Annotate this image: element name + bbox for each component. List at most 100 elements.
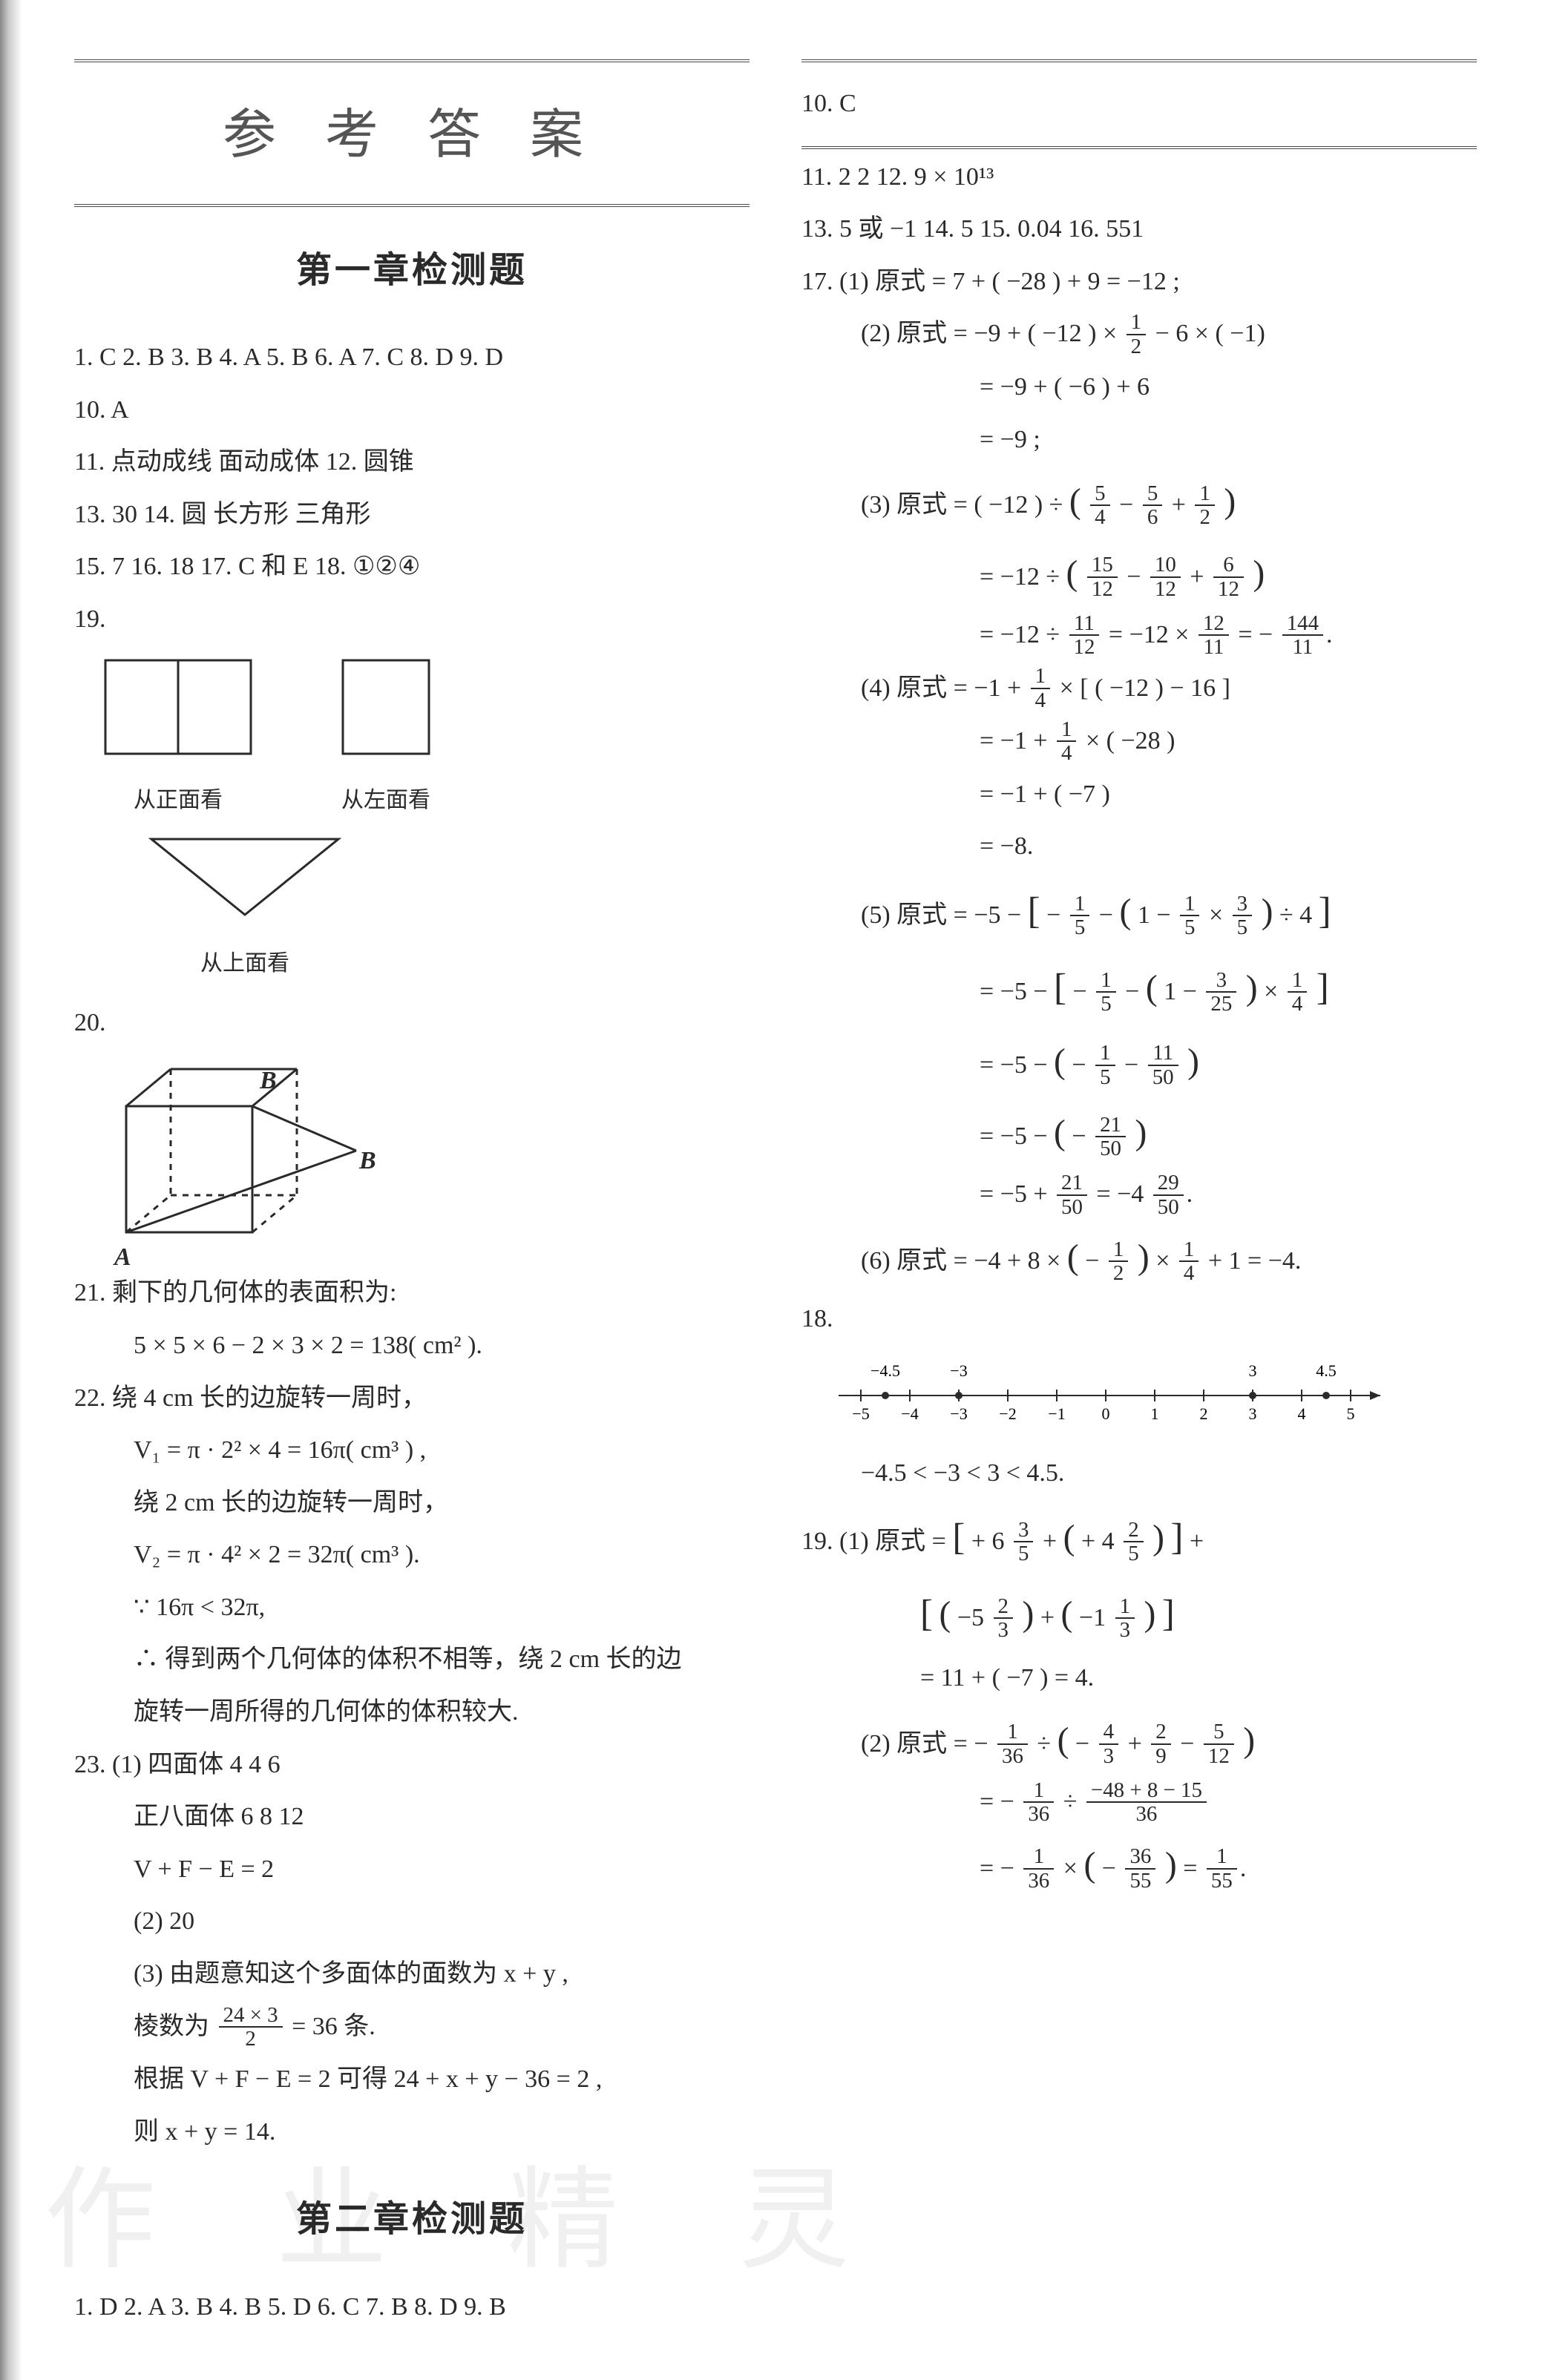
c2-q19a2: [ ( −5 23 ) + ( −1 13 ) ] — [801, 1578, 1477, 1650]
c2-q17d: (4) 原式 = −1 + 14 × [ ( −12 ) − 16 ] — [801, 665, 1477, 714]
q19-views-row1: 从正面看 从左面看 — [104, 659, 750, 822]
c2-q19a: 19. (1) 原式 = [ + 6 35 + ( + 4 25 ) ] + — [801, 1502, 1477, 1574]
c1-q10: 10. A — [74, 387, 750, 435]
c2-q17e4: = −5 − ( − 2150 ) — [801, 1099, 1477, 1166]
frac-1-4c: 14 — [1288, 969, 1307, 1016]
chapter1-title: 第一章检测题 — [74, 237, 750, 304]
frac-4-3: 43 — [1099, 1720, 1118, 1767]
frac-3-5: 35 — [1233, 892, 1252, 939]
c2-q17b: (2) 原式 = −9 + ( −12 ) × 12 − 6 × ( −1) — [801, 310, 1477, 359]
top-view-caption: 从上面看 — [148, 942, 341, 984]
q17e5-pre: = −5 + — [980, 1180, 1054, 1208]
right-column: 10. C 11. 2 2 12. 9 × 10¹³ 13. 5 或 −1 14… — [801, 59, 1477, 2335]
page: 参 考 答 案 第一章检测题 1. C 2. B 3. B 4. A 5. B … — [0, 0, 1551, 2380]
frac-144-11: 14411 — [1282, 612, 1323, 659]
c2-q17a: 17. (1) 原式 = 7 + ( −28 ) + 9 = −12 ; — [801, 258, 1477, 306]
content-columns: 参 考 答 案 第一章检测题 1. C 2. B 3. B 4. A 5. B … — [74, 59, 1477, 2335]
label-A: A — [114, 1234, 131, 1282]
q17e2-pre: = −5 − — [980, 978, 1054, 1005]
c1-q23f-pre: 棱数为 — [134, 2013, 209, 2040]
c1-q23a: 23. (1) 四面体 4 4 6 — [74, 1741, 750, 1789]
c2-q19b2: = − 136 ÷ −48 + 8 − 1536 — [801, 1778, 1477, 1827]
c2-q17d2: = −1 + 14 × ( −28 ) — [801, 717, 1477, 766]
c2-q17e: (5) 原式 = −5 − [ − 15 − ( 1 − 15 × 35 ) ÷… — [801, 875, 1477, 947]
frac-1-4b: 14 — [1057, 718, 1076, 765]
c2-q10: 10. C — [801, 80, 1477, 128]
q17c3-suf: = − — [1238, 621, 1279, 648]
c1-q22a: 22. 绕 4 cm 长的边旋转一周时， — [74, 1375, 750, 1423]
frac-12-11: 1211 — [1198, 612, 1229, 659]
frac-1-36: 136 — [997, 1720, 1028, 1767]
label-B-top: B — [260, 1057, 277, 1105]
frac-1-3: 13 — [1115, 1595, 1135, 1642]
frac-1-5d: 15 — [1095, 1042, 1115, 1088]
q20-cube: A B B — [104, 1062, 371, 1255]
frac-11-50: 1150 — [1148, 1042, 1178, 1088]
frac-11-12: 1112 — [1069, 612, 1100, 659]
svg-text:−3: −3 — [950, 1361, 967, 1380]
c1-mc: 1. C 2. B 3. B 4. A 5. B 6. A 7. C 8. D … — [74, 334, 750, 382]
c2-q17d3: = −1 + ( −7 ) — [801, 771, 1477, 819]
c1-q13: 13. 30 14. 圆 长方形 三角形 — [74, 491, 750, 539]
frac-21-50: 2150 — [1095, 1114, 1126, 1160]
c1-q21a: 21. 剩下的几何体的表面积为: — [74, 1269, 750, 1318]
frac-2-5: 25 — [1124, 1519, 1143, 1565]
q17c2-pre: = −12 ÷ — [980, 563, 1066, 591]
c2-q19b3: = − 136 × ( − 3655 ) = 155. — [801, 1832, 1477, 1899]
q19b3-pre: = − — [980, 1855, 1020, 1882]
q19b2-pre: = − — [980, 1788, 1020, 1815]
q17d2-pre: = −1 + — [980, 727, 1054, 755]
q17c-pre: (3) 原式 = ( −12 ) ÷ — [861, 491, 1069, 519]
c1-q23f-suf: = 36 条. — [292, 2013, 376, 2040]
frac-5-12: 512 — [1204, 1720, 1234, 1767]
c1-q15: 15. 7 16. 18 17. C 和 E 18. ①②④ — [74, 543, 750, 591]
svg-text:5: 5 — [1347, 1404, 1355, 1423]
frac-21-50b: 2150 — [1057, 1171, 1087, 1218]
q17b-suf: − 6 × ( −1) — [1155, 320, 1265, 347]
svg-text:3: 3 — [1249, 1404, 1257, 1423]
left-view-group: 从左面看 — [341, 659, 430, 822]
svg-text:−5: −5 — [852, 1404, 869, 1423]
left-view-icon — [341, 659, 430, 755]
c1-q20: 20. — [74, 999, 750, 1048]
c1-q22f: ∴ 得到两个几何体的体积不相等，绕 2 cm 长的边 — [74, 1636, 750, 1684]
frac-1-2c: 12 — [1109, 1238, 1128, 1285]
main-title: 参 考 答 案 — [74, 85, 750, 186]
c1-q22c: 绕 2 cm 长的边旋转一周时， — [74, 1479, 750, 1528]
frac-24x3-2: 24 × 32 — [219, 2004, 283, 2051]
front-view-group: 从正面看 — [104, 659, 252, 822]
frac-1-4: 14 — [1031, 665, 1050, 711]
svg-text:4: 4 — [1298, 1404, 1306, 1423]
c1-q23e: (3) 由题意知这个多面体的面数为 x + y , — [74, 1950, 750, 1999]
rule-bot-left — [74, 204, 750, 207]
frac-1-55: 155 — [1207, 1845, 1237, 1892]
q17b-pre: (2) 原式 = −9 + ( −12 ) × — [861, 320, 1124, 347]
c1-q22d: V₂ = π · 4² × 2 = 32π( cm³ ). — [74, 1531, 750, 1579]
frac-3-25: 325 — [1206, 969, 1236, 1016]
q17d2-suf: × ( −28 ) — [1086, 727, 1175, 755]
c2-q18a: 18. — [801, 1305, 833, 1332]
frac-1-2b: 12 — [1195, 482, 1214, 529]
q17c3-pre: = −12 ÷ — [980, 621, 1066, 648]
c2-q17c2: = −12 ÷ ( 1512 − 1012 + 612 ) — [801, 540, 1477, 607]
rule-top-right — [801, 59, 1477, 62]
c2-q17e5: = −5 + 2150 = −4 2950. — [801, 1171, 1477, 1220]
frac-2-9: 29 — [1151, 1720, 1170, 1767]
q19b2-mid: ÷ — [1063, 1788, 1083, 1815]
q17e-pre: (5) 原式 = −5 − — [861, 901, 1028, 929]
chapter2-title: 第二章检测题 — [74, 2186, 750, 2253]
c1-q22g: 旋转一周所得的几何体的体积较大. — [74, 1689, 750, 1737]
left-view-caption: 从左面看 — [341, 779, 430, 821]
frac-1-5: 15 — [1070, 892, 1089, 939]
q17e5-mid: = −4 — [1096, 1180, 1150, 1208]
q19b3-mid: × — [1063, 1855, 1084, 1882]
rule-bot-right — [801, 146, 1477, 149]
frac-36-55: 3655 — [1125, 1845, 1155, 1892]
frac-1-4d: 14 — [1179, 1238, 1198, 1285]
c2-q17b2: = −9 + ( −6 ) + 6 — [801, 364, 1477, 412]
frac-3-5b: 35 — [1014, 1519, 1033, 1565]
svg-text:4.5: 4.5 — [1316, 1361, 1337, 1380]
c2-q17c: (3) 原式 = ( −12 ) ÷ ( 54 − 56 + 12 ) — [801, 468, 1477, 535]
frac-1-36c: 136 — [1023, 1845, 1054, 1892]
frac-29-50: 2950 — [1153, 1171, 1184, 1218]
